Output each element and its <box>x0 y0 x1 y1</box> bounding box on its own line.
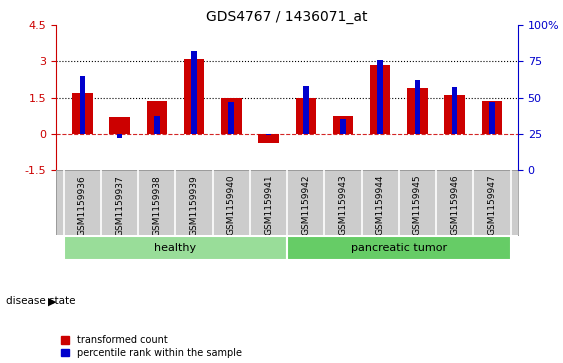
Bar <box>184 59 204 134</box>
Bar <box>340 119 346 134</box>
Bar <box>444 95 465 134</box>
Bar <box>407 88 428 134</box>
Text: ▶: ▶ <box>48 296 56 306</box>
Bar <box>303 86 309 134</box>
Text: GSM1159945: GSM1159945 <box>413 175 422 236</box>
Legend: transformed count, percentile rank within the sample: transformed count, percentile rank withi… <box>61 335 242 358</box>
Bar <box>287 236 511 260</box>
Text: GSM1159938: GSM1159938 <box>153 175 162 236</box>
Text: GSM1159939: GSM1159939 <box>190 175 199 236</box>
Text: GSM1159941: GSM1159941 <box>264 175 273 236</box>
Text: healthy: healthy <box>154 243 196 253</box>
Text: disease state: disease state <box>6 296 75 306</box>
Bar <box>482 101 502 134</box>
Text: GSM1159943: GSM1159943 <box>338 175 347 236</box>
Bar <box>117 134 122 138</box>
Bar <box>72 93 92 134</box>
Text: GSM1159946: GSM1159946 <box>450 175 459 236</box>
Text: GSM1159942: GSM1159942 <box>301 175 310 235</box>
Bar <box>146 101 167 134</box>
Bar <box>489 102 495 134</box>
Bar <box>229 102 234 134</box>
Bar <box>64 236 287 260</box>
Bar <box>221 98 242 134</box>
Bar <box>109 117 130 134</box>
Text: GSM1159936: GSM1159936 <box>78 175 87 236</box>
Text: GSM1159940: GSM1159940 <box>227 175 236 236</box>
Bar <box>377 60 383 134</box>
Text: GSM1159944: GSM1159944 <box>376 175 385 235</box>
Text: GSM1159947: GSM1159947 <box>488 175 497 236</box>
Bar <box>296 98 316 134</box>
Bar <box>191 51 197 134</box>
Text: pancreatic tumor: pancreatic tumor <box>351 243 447 253</box>
Bar <box>333 115 353 134</box>
Title: GDS4767 / 1436071_at: GDS4767 / 1436071_at <box>207 11 368 24</box>
Bar <box>414 80 420 134</box>
Bar <box>266 134 271 135</box>
Bar <box>370 65 391 134</box>
Bar <box>258 134 279 143</box>
Bar <box>79 76 85 134</box>
Text: GSM1159937: GSM1159937 <box>115 175 124 236</box>
Bar <box>154 116 160 134</box>
Bar <box>452 87 458 134</box>
